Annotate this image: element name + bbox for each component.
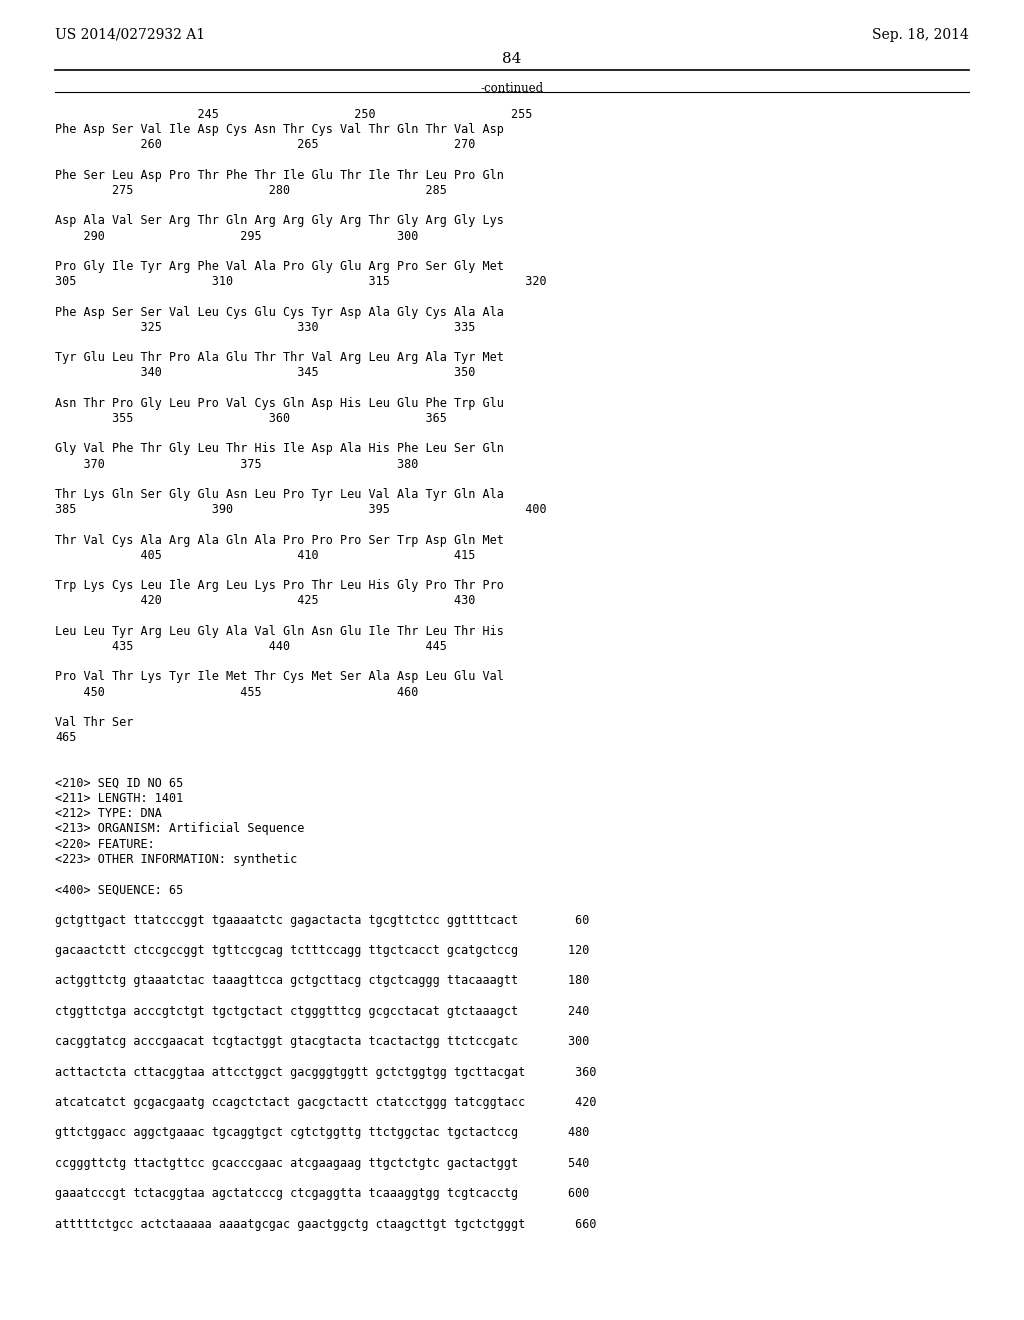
Text: <220> FEATURE:: <220> FEATURE: <box>55 838 155 850</box>
Text: atttttctgcc actctaaaaa aaaatgcgac gaactggctg ctaagcttgt tgctctgggt       660: atttttctgcc actctaaaaa aaaatgcgac gaactg… <box>55 1217 597 1230</box>
Text: acttactcta cttacggtaa attcctggct gacgggtggtt gctctggtgg tgcttacgat       360: acttactcta cttacggtaa attcctggct gacgggt… <box>55 1065 597 1078</box>
Text: 385                   390                   395                   400: 385 390 395 400 <box>55 503 547 516</box>
Text: gacaactctt ctccgccggt tgttccgcag tctttccagg ttgctcacct gcatgctccg       120: gacaactctt ctccgccggt tgttccgcag tctttcc… <box>55 944 590 957</box>
Text: cacggtatcg acccgaacat tcgtactggt gtacgtacta tcactactgg ttctccgatc       300: cacggtatcg acccgaacat tcgtactggt gtacgta… <box>55 1035 590 1048</box>
Text: 340                   345                   350: 340 345 350 <box>55 367 475 379</box>
Text: Sep. 18, 2014: Sep. 18, 2014 <box>872 28 969 42</box>
Text: actggttctg gtaaatctac taaagttcca gctgcttacg ctgctcaggg ttacaaagtt       180: actggttctg gtaaatctac taaagttcca gctgctt… <box>55 974 590 987</box>
Text: 420                   425                   430: 420 425 430 <box>55 594 475 607</box>
Text: ccgggttctg ttactgttcc gcacccgaac atcgaagaag ttgctctgtc gactactggt       540: ccgggttctg ttactgttcc gcacccgaac atcgaag… <box>55 1156 590 1170</box>
Text: ctggttctga acccgtctgt tgctgctact ctgggtttcg gcgcctacat gtctaaagct       240: ctggttctga acccgtctgt tgctgctact ctgggtt… <box>55 1005 590 1018</box>
Text: 465: 465 <box>55 731 77 744</box>
Text: 84: 84 <box>503 51 521 66</box>
Text: Thr Lys Gln Ser Gly Glu Asn Leu Pro Tyr Leu Val Ala Tyr Gln Ala: Thr Lys Gln Ser Gly Glu Asn Leu Pro Tyr … <box>55 488 504 502</box>
Text: Thr Val Cys Ala Arg Ala Gln Ala Pro Pro Pro Ser Trp Asp Gln Met: Thr Val Cys Ala Arg Ala Gln Ala Pro Pro … <box>55 533 504 546</box>
Text: <213> ORGANISM: Artificial Sequence: <213> ORGANISM: Artificial Sequence <box>55 822 304 836</box>
Text: 405                   410                   415: 405 410 415 <box>55 549 475 562</box>
Text: gaaatcccgt tctacggtaa agctatcccg ctcgaggtta tcaaaggtgg tcgtcacctg       600: gaaatcccgt tctacggtaa agctatcccg ctcgagg… <box>55 1187 590 1200</box>
Text: Tyr Glu Leu Thr Pro Ala Glu Thr Thr Val Arg Leu Arg Ala Tyr Met: Tyr Glu Leu Thr Pro Ala Glu Thr Thr Val … <box>55 351 504 364</box>
Text: Asn Thr Pro Gly Leu Pro Val Cys Gln Asp His Leu Glu Phe Trp Glu: Asn Thr Pro Gly Leu Pro Val Cys Gln Asp … <box>55 397 504 409</box>
Text: 245                   250                   255: 245 250 255 <box>55 108 568 121</box>
Text: gttctggacc aggctgaaac tgcaggtgct cgtctggttg ttctggctac tgctactccg       480: gttctggacc aggctgaaac tgcaggtgct cgtctgg… <box>55 1126 590 1139</box>
Text: 305                   310                   315                   320: 305 310 315 320 <box>55 275 547 288</box>
Text: 290                   295                   300: 290 295 300 <box>55 230 419 243</box>
Text: Phe Asp Ser Val Ile Asp Cys Asn Thr Cys Val Thr Gln Thr Val Asp: Phe Asp Ser Val Ile Asp Cys Asn Thr Cys … <box>55 123 504 136</box>
Text: <211> LENGTH: 1401: <211> LENGTH: 1401 <box>55 792 183 805</box>
Text: Asp Ala Val Ser Arg Thr Gln Arg Arg Gly Arg Thr Gly Arg Gly Lys: Asp Ala Val Ser Arg Thr Gln Arg Arg Gly … <box>55 214 504 227</box>
Text: 435                   440                   445: 435 440 445 <box>55 640 446 653</box>
Text: gctgttgact ttatcccggt tgaaaatctc gagactacta tgcgttctcc ggttttcact        60: gctgttgact ttatcccggt tgaaaatctc gagacta… <box>55 913 590 927</box>
Text: <223> OTHER INFORMATION: synthetic: <223> OTHER INFORMATION: synthetic <box>55 853 297 866</box>
Text: Trp Lys Cys Leu Ile Arg Leu Lys Pro Thr Leu His Gly Pro Thr Pro: Trp Lys Cys Leu Ile Arg Leu Lys Pro Thr … <box>55 579 504 593</box>
Text: 370                   375                   380: 370 375 380 <box>55 458 419 471</box>
Text: <212> TYPE: DNA: <212> TYPE: DNA <box>55 808 162 820</box>
Text: Pro Gly Ile Tyr Arg Phe Val Ala Pro Gly Glu Arg Pro Ser Gly Met: Pro Gly Ile Tyr Arg Phe Val Ala Pro Gly … <box>55 260 504 273</box>
Text: -continued: -continued <box>480 82 544 95</box>
Text: 260                   265                   270: 260 265 270 <box>55 139 475 152</box>
Text: US 2014/0272932 A1: US 2014/0272932 A1 <box>55 28 205 42</box>
Text: 325                   330                   335: 325 330 335 <box>55 321 475 334</box>
Text: <210> SEQ ID NO 65: <210> SEQ ID NO 65 <box>55 776 183 789</box>
Text: Leu Leu Tyr Arg Leu Gly Ala Val Gln Asn Glu Ile Thr Leu Thr His: Leu Leu Tyr Arg Leu Gly Ala Val Gln Asn … <box>55 624 504 638</box>
Text: atcatcatct gcgacgaatg ccagctctact gacgctactt ctatcctggg tatcggtacc       420: atcatcatct gcgacgaatg ccagctctact gacgct… <box>55 1096 597 1109</box>
Text: Phe Ser Leu Asp Pro Thr Phe Thr Ile Glu Thr Ile Thr Leu Pro Gln: Phe Ser Leu Asp Pro Thr Phe Thr Ile Glu … <box>55 169 504 182</box>
Text: 275                   280                   285: 275 280 285 <box>55 183 446 197</box>
Text: Val Thr Ser: Val Thr Ser <box>55 715 133 729</box>
Text: Phe Asp Ser Ser Val Leu Cys Glu Cys Tyr Asp Ala Gly Cys Ala Ala: Phe Asp Ser Ser Val Leu Cys Glu Cys Tyr … <box>55 306 504 318</box>
Text: Pro Val Thr Lys Tyr Ile Met Thr Cys Met Ser Ala Asp Leu Glu Val: Pro Val Thr Lys Tyr Ile Met Thr Cys Met … <box>55 671 504 684</box>
Text: Gly Val Phe Thr Gly Leu Thr His Ile Asp Ala His Phe Leu Ser Gln: Gly Val Phe Thr Gly Leu Thr His Ile Asp … <box>55 442 504 455</box>
Text: <400> SEQUENCE: 65: <400> SEQUENCE: 65 <box>55 883 183 896</box>
Text: 355                   360                   365: 355 360 365 <box>55 412 446 425</box>
Text: 450                   455                   460: 450 455 460 <box>55 685 419 698</box>
